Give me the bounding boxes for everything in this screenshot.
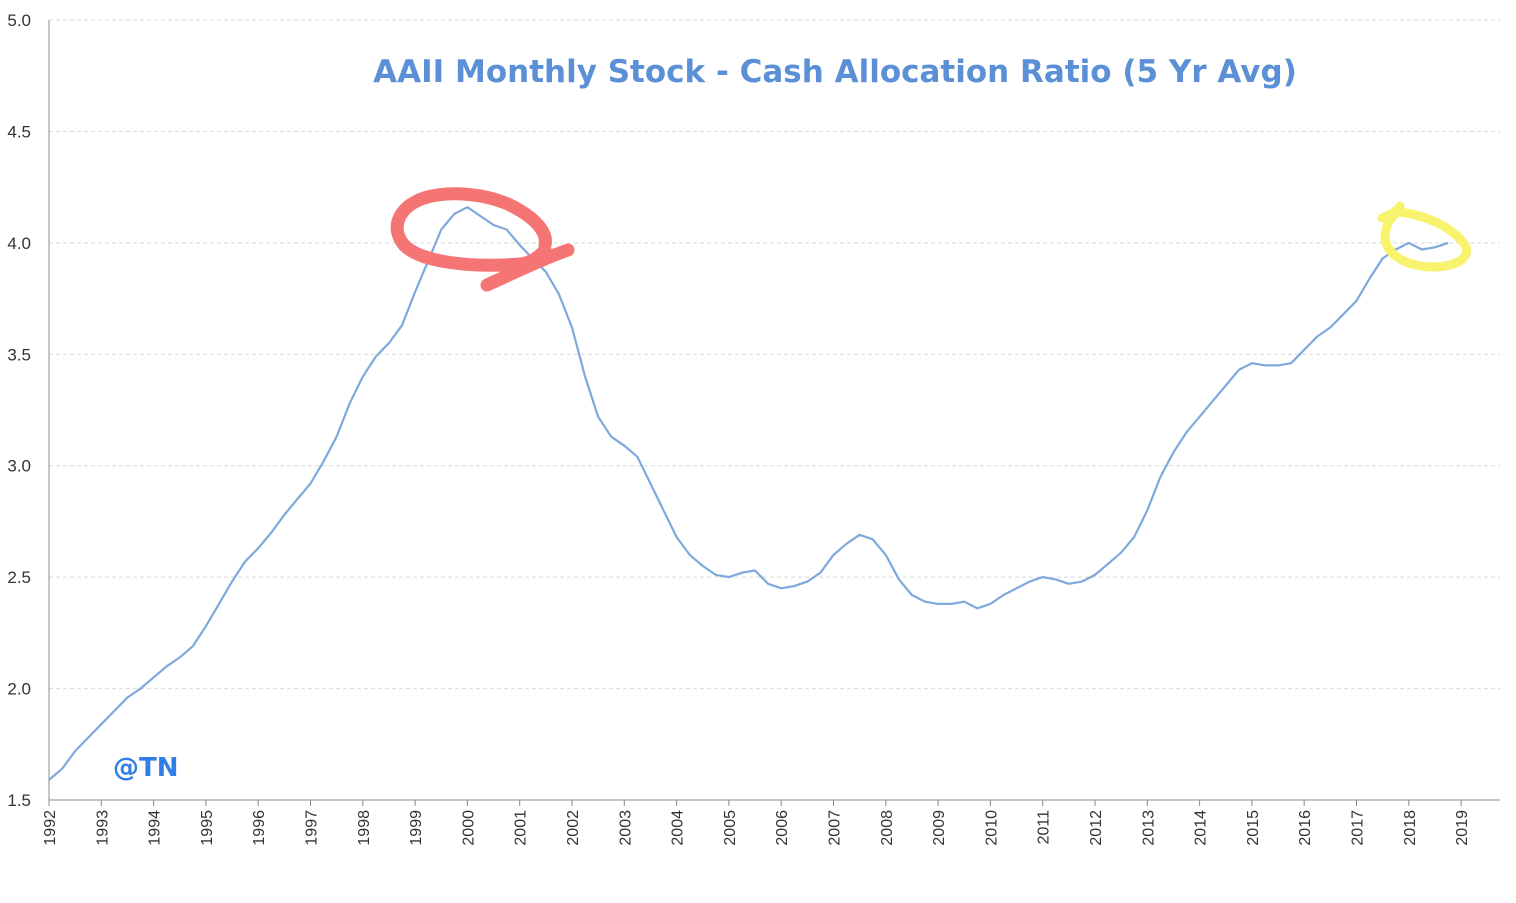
x-tick-label: 2000 [460, 810, 477, 846]
x-tick-label: 2002 [565, 810, 582, 846]
y-tick-label: 3.0 [7, 457, 31, 476]
x-tick-label: 2010 [983, 810, 1000, 846]
x-tick-label: 2005 [722, 810, 739, 846]
x-tick-label: 1992 [42, 810, 59, 846]
x-tick-label: 1996 [251, 810, 268, 846]
red-annotation-circle [390, 187, 575, 292]
x-tick-label: 1995 [199, 810, 216, 846]
y-tick-label: 4.0 [7, 234, 31, 253]
watermark: @TN [113, 753, 179, 783]
x-tick-label: 2008 [879, 810, 896, 846]
x-tick-label: 2009 [931, 810, 948, 846]
y-tick-label: 4.5 [7, 122, 31, 141]
y-tick-label: 3.5 [7, 345, 31, 364]
x-tick-label: 2014 [1193, 810, 1210, 846]
x-tick-label: 1993 [94, 810, 111, 846]
x-tick-label: 2003 [617, 810, 634, 846]
x-tick-label: 2017 [1350, 810, 1367, 846]
gridlines [49, 19, 1500, 690]
x-tick-label: 1994 [147, 810, 164, 846]
x-tick-label: 2015 [1245, 810, 1262, 846]
x-tick-label: 2019 [1454, 810, 1471, 846]
x-tick-label: 2004 [670, 810, 687, 846]
x-tick-labels: 1992 1993 1994 1995 1996 1997 1998 1999 2000 2001… [42, 810, 1471, 846]
y-tick-label: 2.5 [7, 568, 31, 587]
chart-title: AAII Monthly Stock - Cash Allocation Rat… [373, 54, 1297, 90]
x-tick-label: 2012 [1088, 810, 1105, 846]
x-tick-marks [48, 800, 1462, 806]
x-tick-label: 2013 [1140, 810, 1157, 846]
x-tick-label: 1998 [356, 810, 373, 846]
yellow-annotation-circle [1377, 201, 1472, 272]
y-tick-labels: 1.5 2.0 2.5 3.0 3.5 4.0 4.5 5.0 [7, 11, 31, 810]
x-tick-label: 1999 [408, 810, 425, 846]
y-tick-label: 2.0 [7, 680, 31, 699]
x-tick-label: 2018 [1402, 810, 1419, 846]
x-tick-label: 2007 [827, 810, 844, 846]
y-tick-label: 5.0 [7, 11, 31, 30]
x-tick-label: 2011 [1036, 810, 1053, 845]
x-tick-label: 2006 [774, 810, 791, 846]
x-tick-label: 2016 [1297, 810, 1314, 846]
series-line [48, 206, 1449, 781]
y-tick-label: 1.5 [7, 791, 31, 810]
x-tick-label: 1997 [304, 810, 321, 846]
x-tick-label: 2001 [513, 810, 530, 846]
